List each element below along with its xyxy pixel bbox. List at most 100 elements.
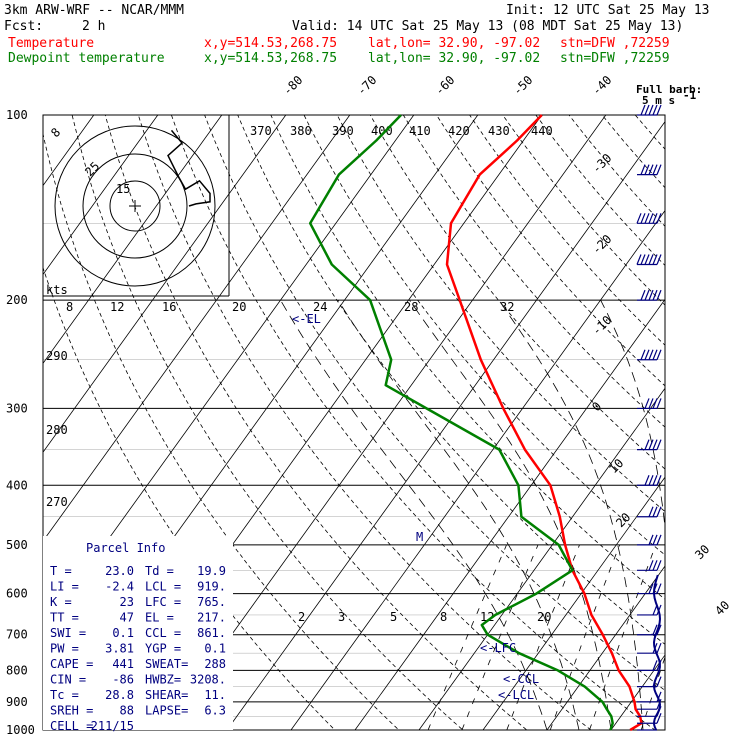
parcel-val-left-9: 88 xyxy=(120,704,134,718)
mixing-label-5: 5 xyxy=(390,610,397,624)
wind-barb-200 xyxy=(637,289,662,301)
valid-time: Valid: 14 UTC Sat 25 May 13 (08 MDT Sat … xyxy=(292,19,683,34)
parcel-key-left-4: SWI = xyxy=(50,626,86,640)
pressure-tick-600: 600 xyxy=(6,587,28,601)
temperature-line xyxy=(445,114,643,732)
wind-barb-150 xyxy=(636,213,662,224)
barb-flag-200-1 xyxy=(652,289,658,301)
isotherm-label-12: 40 xyxy=(712,598,732,618)
parcel-title: Parcel Info xyxy=(86,541,165,555)
barb-flag-350-0 xyxy=(656,439,662,450)
parcel-val-right-5: 0.1 xyxy=(204,642,226,656)
barb-flag-300-0 xyxy=(656,398,662,409)
speed-label-20: 20 xyxy=(232,300,246,314)
parcel-key-right-9: LAPSE= xyxy=(145,704,188,718)
isotherm-label-3: -50 xyxy=(510,73,535,98)
speed-label-8: 8 xyxy=(66,300,73,314)
parcel-key-left-8: Tc = xyxy=(50,688,79,702)
pressure-tick-300: 300 xyxy=(6,401,28,415)
dry-adiabat-310 xyxy=(204,115,665,691)
barb-flag-175-1 xyxy=(652,254,658,265)
hodo-ring-0 xyxy=(109,180,161,232)
isotherm-0 xyxy=(482,476,665,730)
temperature-legend: Temperature xyxy=(8,36,94,51)
isotherm-label-10: 20 xyxy=(613,510,633,530)
hodo-kts-label: kts xyxy=(46,283,68,297)
barb-flag-250-0 xyxy=(656,349,662,360)
dry-adiabat-430 xyxy=(601,115,665,189)
dry-adiabat-330 xyxy=(270,115,665,600)
isotherm--20 xyxy=(354,298,665,730)
speed-label-24: 24 xyxy=(313,300,327,314)
barb-flag-500-2 xyxy=(648,534,654,546)
parcel-row-10: CELL =211/15 xyxy=(50,719,134,733)
pressure-tick-800: 800 xyxy=(6,663,28,677)
init-time: Init: 12 UTC Sat 25 May 13 xyxy=(506,3,710,18)
hodo-ring-label-2: 15 xyxy=(116,182,130,196)
parcel-box-background xyxy=(43,536,233,730)
mixing-label-8: 8 xyxy=(440,610,447,624)
barb-flag-350-3 xyxy=(644,439,650,450)
mixing-label-3: 3 xyxy=(338,610,345,624)
barb-flag-550-0 xyxy=(656,560,662,571)
theta-label-410: 410 xyxy=(409,124,431,138)
parcel-key-right-0: Td = xyxy=(145,564,174,578)
barb-flag-550-1 xyxy=(652,560,658,571)
parcel-key-left-6: CAPE = xyxy=(50,657,93,671)
dry-adiabat-270 xyxy=(71,115,464,730)
barb-flag-250-2 xyxy=(648,349,654,360)
parcel-val-left-10: 211/15 xyxy=(91,719,134,733)
left-theta-label-280: 280 xyxy=(46,423,68,437)
parcel-val-right-1: 919. xyxy=(197,580,226,594)
parcel-key-left-5: PW = xyxy=(50,642,79,656)
barb-flag-175-0 xyxy=(656,254,662,265)
parcel-key-right-5: YGP = xyxy=(145,642,181,656)
parcel-key-left-2: K = xyxy=(50,595,72,609)
isotherm-30 xyxy=(675,115,740,730)
parcel-key-left-0: T = xyxy=(50,564,72,578)
isotherm-label-1: -70 xyxy=(354,73,379,98)
barb-units: 5 m s xyxy=(642,94,675,107)
parcel-val-right-0: 19.9 xyxy=(197,564,226,578)
dry-adiabat-320 xyxy=(237,115,665,645)
parcel-val-right-4: 861. xyxy=(197,626,226,640)
mixing-ratio-3 xyxy=(461,544,539,730)
barb-title: Full barb: xyxy=(636,83,702,96)
wind-barb-700 xyxy=(637,624,662,636)
parcel-row-8: Tc = 28.8 SHEAR= 11. xyxy=(50,688,226,702)
wind-barb-175 xyxy=(636,254,662,266)
isotherm-label-0: -80 xyxy=(280,73,305,98)
barb-flag-600-0 xyxy=(656,583,662,594)
el-marker: <-EL xyxy=(292,312,321,326)
parcel-row-0: T = 23.0 Td = 19.9 xyxy=(50,564,226,578)
barb-flag-125-4 xyxy=(640,164,646,175)
pressure-tick-200: 200 xyxy=(6,293,28,307)
hodo-ring-2 xyxy=(54,125,216,287)
barb-flag-100-0 xyxy=(656,104,662,116)
barb-flag-250-1 xyxy=(652,349,658,360)
dry-adiabat-260 xyxy=(43,132,400,730)
barb-flag-150-2 xyxy=(648,213,654,224)
barb-flag-450-0 xyxy=(656,506,662,517)
barb-flag-400-1 xyxy=(652,475,658,486)
barb-flag-750-0 xyxy=(656,642,662,654)
dry-adiabat-370 xyxy=(402,115,665,428)
moist-adiabat-20 xyxy=(409,299,612,730)
parcel-key-left-7: CIN = xyxy=(50,673,86,687)
speed-label-16: 16 xyxy=(162,300,176,314)
hodo-ring-label-0: 8 xyxy=(48,125,63,140)
isotherm-label-9: 10 xyxy=(606,456,626,476)
barb-flag-175-3 xyxy=(644,254,650,265)
left-theta-label-290: 290 xyxy=(46,349,68,363)
lcl-marker: <-LCL xyxy=(498,688,534,702)
left-theta-label-270: 270 xyxy=(46,495,68,509)
plot-frame xyxy=(42,114,666,731)
parcel-val-left-3: 47 xyxy=(120,611,134,625)
barb-flag-700-1 xyxy=(652,624,658,635)
isotherm--110 xyxy=(43,115,223,365)
m-marker: M xyxy=(416,530,423,544)
barb-flag-100-4 xyxy=(640,104,646,116)
moist-adiabat-35 xyxy=(694,300,712,730)
profile-series xyxy=(308,114,643,732)
